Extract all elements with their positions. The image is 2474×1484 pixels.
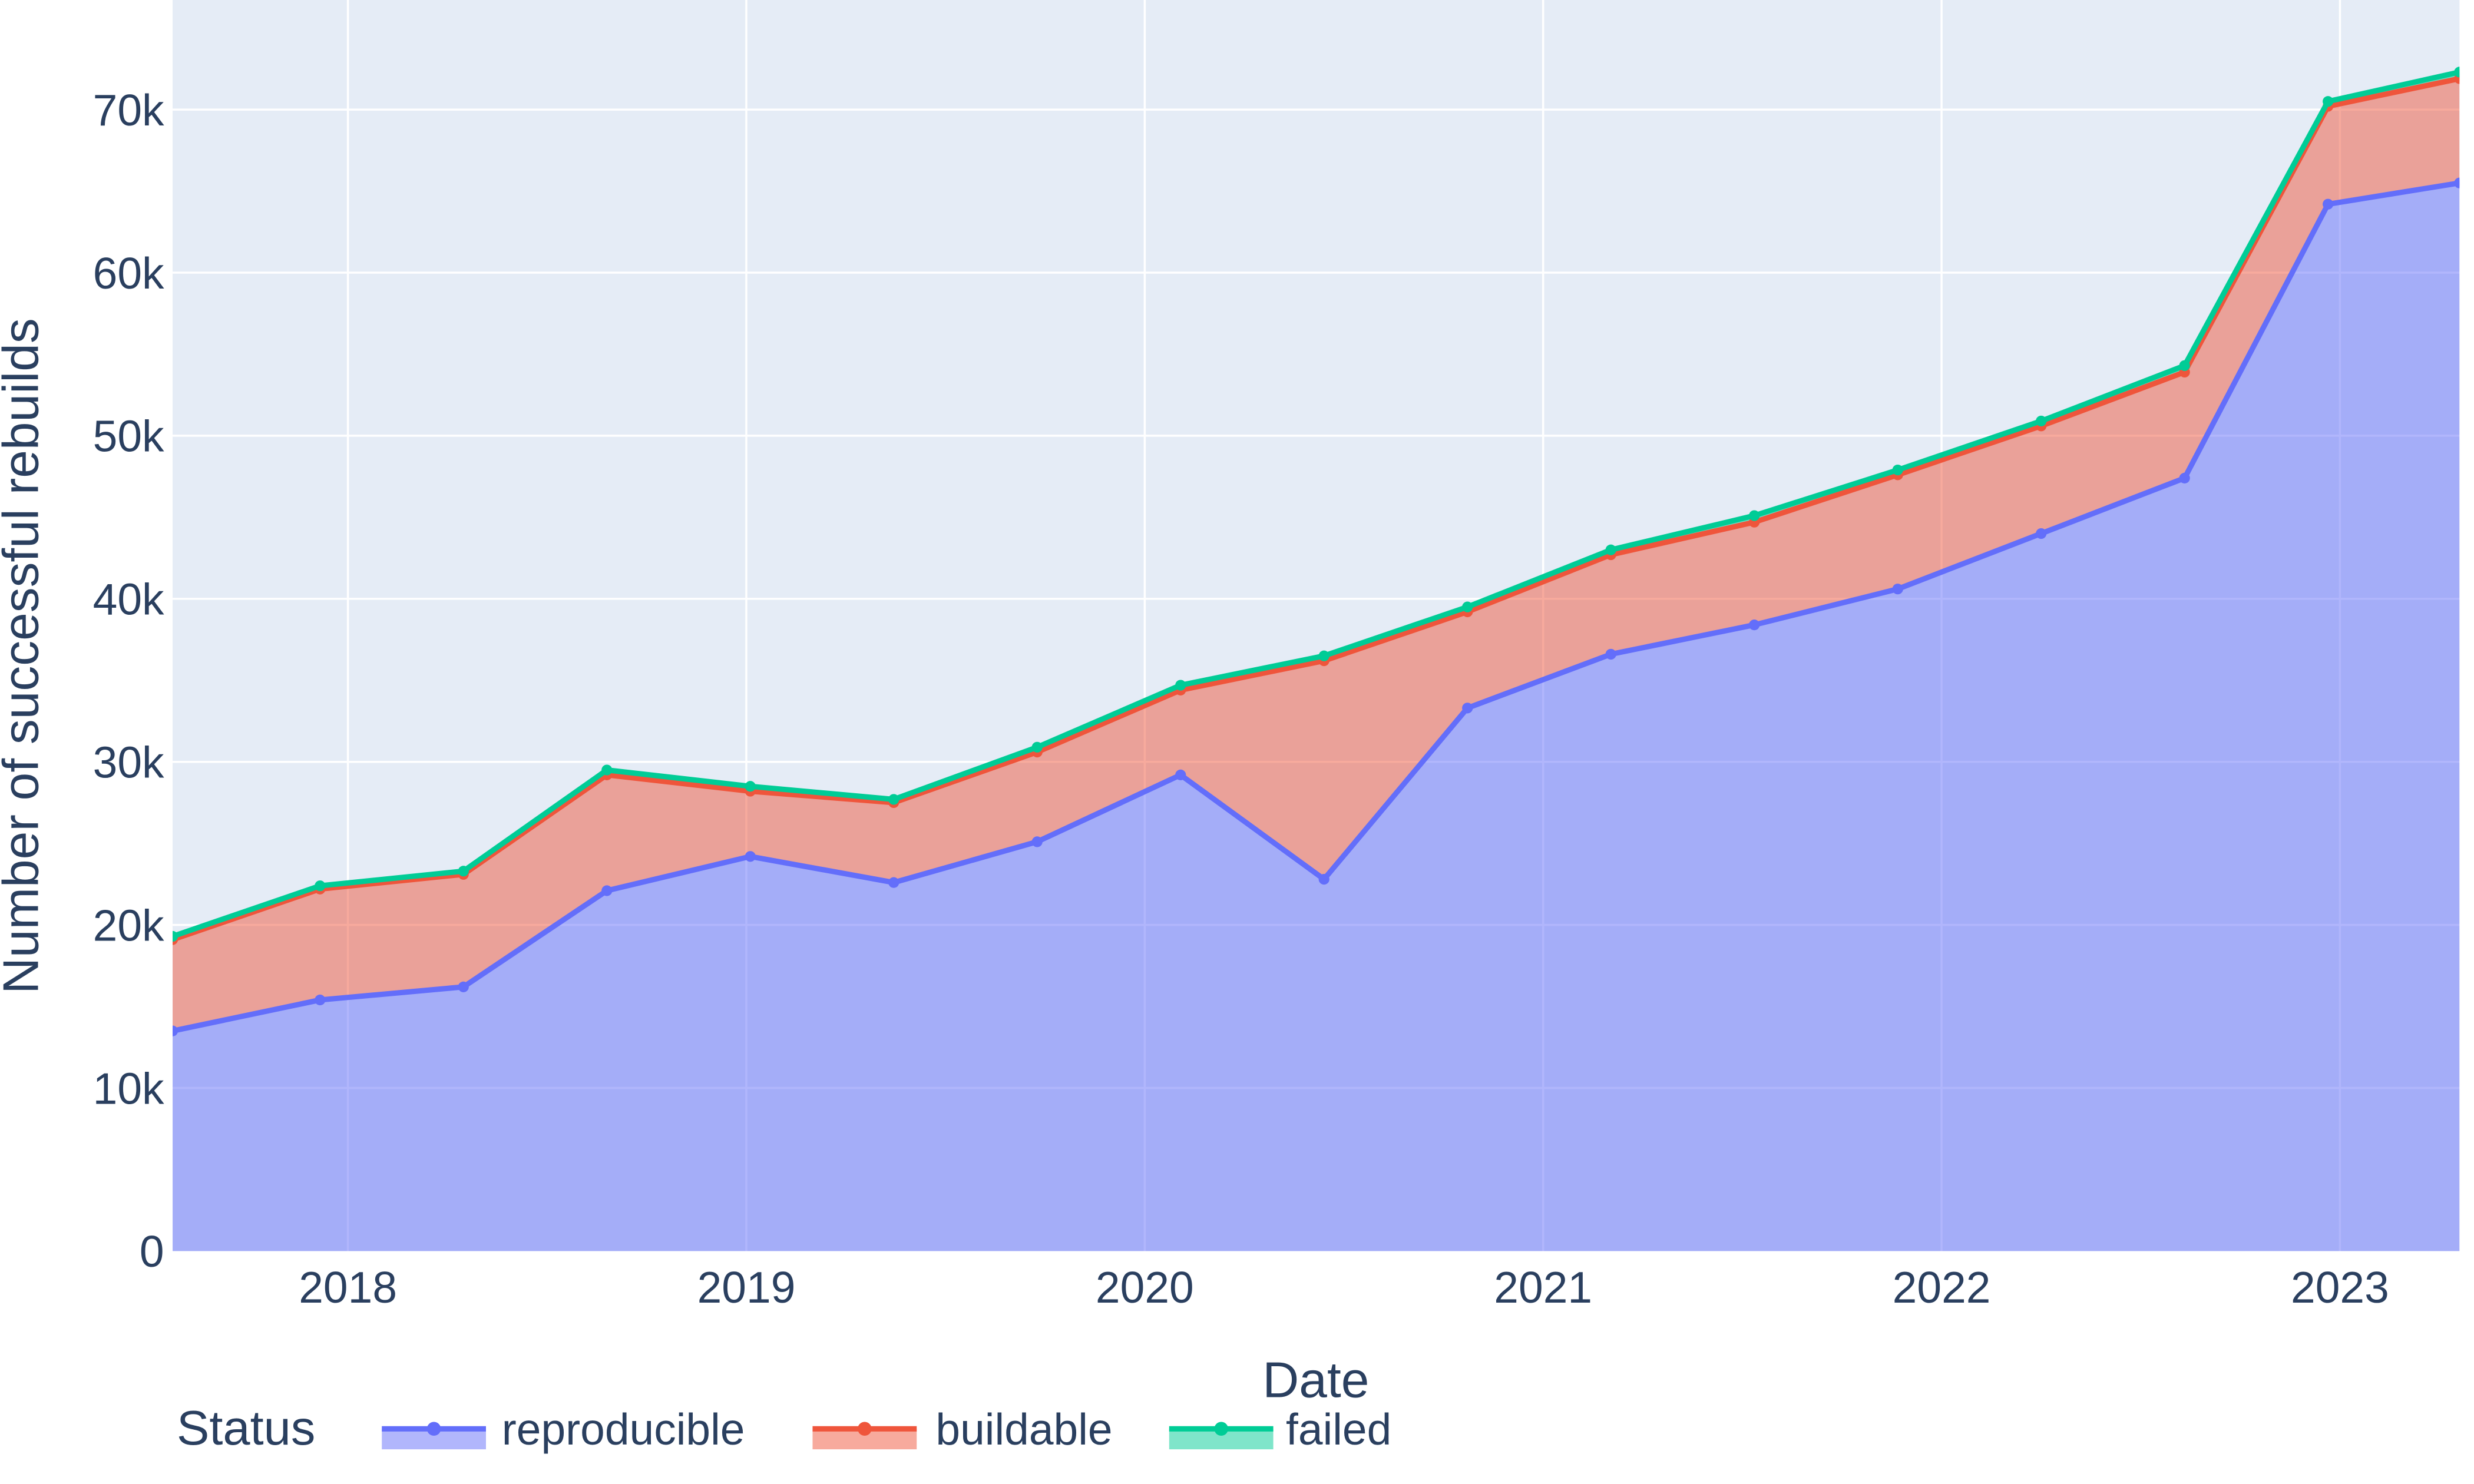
- legend-item-label: failed: [1286, 1404, 1391, 1454]
- marker-reproducible[interactable]: [458, 981, 469, 992]
- marker-failed[interactable]: [167, 930, 178, 942]
- x-tick-label: 2023: [2291, 1263, 2389, 1312]
- y-axis-title: Number of successful rebuilds: [0, 318, 49, 994]
- marker-reproducible[interactable]: [1318, 873, 1329, 885]
- marker-failed[interactable]: [601, 764, 613, 776]
- legend-item-reproducible[interactable]: reproducible: [382, 1404, 745, 1454]
- marker-failed[interactable]: [458, 866, 469, 877]
- marker-failed[interactable]: [2323, 96, 2334, 107]
- marker-reproducible[interactable]: [1892, 584, 1903, 595]
- legend-item-buildable[interactable]: buildable: [812, 1404, 1113, 1454]
- x-axis-title: Date: [1262, 1352, 1369, 1409]
- marker-reproducible[interactable]: [2036, 528, 2047, 539]
- marker-failed[interactable]: [888, 794, 899, 805]
- marker-failed[interactable]: [1318, 650, 1329, 661]
- marker-failed[interactable]: [1462, 601, 1473, 612]
- y-tick-label: 30k: [93, 738, 164, 787]
- marker-reproducible[interactable]: [167, 1025, 178, 1036]
- marker-reproducible[interactable]: [745, 851, 756, 862]
- marker-failed[interactable]: [1892, 464, 1903, 476]
- legend: Status reproducible buildable failed: [177, 1400, 1391, 1455]
- x-tick-label: 2021: [1494, 1263, 1592, 1312]
- marker-reproducible[interactable]: [315, 994, 326, 1006]
- x-tick-label: 2018: [299, 1263, 397, 1312]
- marker-reproducible[interactable]: [1749, 620, 1760, 631]
- legend-swatch-marker: [1214, 1422, 1228, 1436]
- y-tick-label: 0: [140, 1227, 164, 1276]
- legend-swatch-marker: [858, 1422, 872, 1436]
- marker-reproducible[interactable]: [1605, 648, 1616, 660]
- y-tick-label: 50k: [93, 412, 164, 461]
- x-tick-label: 2022: [1893, 1263, 1991, 1312]
- y-tick-label: 60k: [93, 249, 164, 298]
- marker-reproducible[interactable]: [601, 885, 613, 896]
- y-tick-label: 20k: [93, 900, 164, 950]
- x-tick-labels: 2018 2019 2020 2021 2022 2023: [299, 1263, 2389, 1312]
- area-band-reproducible[interactable]: [173, 183, 2460, 1251]
- marker-failed[interactable]: [315, 880, 326, 892]
- legend-item-label: buildable: [935, 1404, 1112, 1454]
- marker-failed[interactable]: [1605, 544, 1616, 555]
- marker-failed[interactable]: [745, 781, 756, 792]
- marker-failed[interactable]: [2036, 415, 2047, 427]
- legend-title: Status: [177, 1400, 315, 1455]
- y-tick-labels: 0 10k 20k 30k 40k 50k 60k 70k: [93, 85, 164, 1276]
- marker-failed[interactable]: [2454, 67, 2465, 78]
- marker-failed[interactable]: [1031, 741, 1043, 753]
- legend-item-failed[interactable]: failed: [1169, 1404, 1391, 1454]
- marker-reproducible[interactable]: [2179, 472, 2190, 483]
- marker-failed[interactable]: [1749, 510, 1760, 521]
- marker-reproducible[interactable]: [1031, 836, 1043, 847]
- marker-reproducible[interactable]: [2323, 198, 2334, 210]
- marker-reproducible[interactable]: [2454, 177, 2465, 188]
- marker-failed[interactable]: [2179, 360, 2190, 371]
- legend-item-label: reproducible: [502, 1404, 745, 1454]
- x-tick-label: 2019: [697, 1263, 796, 1312]
- x-tick-label: 2020: [1096, 1263, 1194, 1312]
- y-tick-label: 70k: [93, 85, 164, 135]
- traces[interactable]: [167, 67, 2465, 1251]
- y-tick-label: 40k: [93, 575, 164, 624]
- y-tick-label: 10k: [93, 1064, 164, 1113]
- marker-failed[interactable]: [1175, 680, 1186, 691]
- marker-reproducible[interactable]: [1462, 703, 1473, 714]
- marker-reproducible[interactable]: [1175, 769, 1186, 780]
- legend-swatch-marker: [426, 1422, 441, 1436]
- marker-reproducible[interactable]: [888, 877, 899, 888]
